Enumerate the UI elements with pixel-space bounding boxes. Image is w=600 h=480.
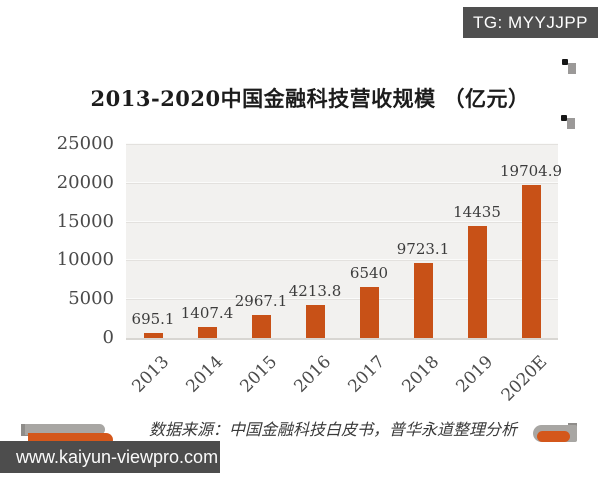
watermark-url-text: www.kaiyun-viewpro.com: [16, 447, 219, 467]
source-note: 数据来源：中国金融科技白皮书，普华永道整理分析: [148, 420, 517, 439]
gridline-20000: [126, 182, 558, 184]
y-tick-label-20000: 20000: [56, 171, 114, 193]
bar-2013: [143, 332, 163, 338]
y-tick-label-15000: 15000: [56, 210, 114, 232]
bar-2016: [305, 305, 325, 338]
bar-value-label-2015: 2967.1: [234, 291, 288, 310]
decor-left-gray-bar: [25, 424, 105, 435]
y-axis: 0 5000 10000 15000 20000 25000: [30, 133, 114, 348]
bar-value-label-2016: 4213.8: [288, 282, 342, 301]
bar-2018: [413, 262, 433, 338]
telegram-badge-label: TG: MYYJJPP: [472, 12, 589, 32]
bullet-mark-bottom-dot: [561, 115, 567, 121]
decor-right-orange-tab: [537, 431, 570, 442]
y-tick-label-10000: 10000: [56, 249, 114, 271]
gridline-10000: [126, 260, 558, 262]
bar-value-label-2019: 14435: [453, 203, 501, 221]
gridline-5000: [126, 299, 558, 301]
plot-area: 695.1 1407.4 2967.1 4213.8 6540 9723.1 14435 19…: [126, 144, 562, 340]
gridline-25000: [126, 144, 558, 145]
bar-2015: [251, 314, 271, 338]
bar-2014: [197, 327, 217, 338]
gridline-15000: [126, 221, 558, 223]
y-tick-label-0: 0: [102, 327, 114, 348]
y-tick-label-25000: 25000: [56, 133, 114, 154]
bullet-mark-top-square: [568, 63, 576, 74]
bar-value-label-2017: 6540: [349, 264, 389, 283]
bar-value-label-2018: 9723.1: [396, 239, 450, 258]
bullet-mark-top-dot: [562, 59, 568, 65]
bar-2017: [359, 287, 379, 338]
bullet-mark-bottom-square: [567, 118, 575, 129]
bar-value-label-2013: 695.1: [131, 309, 175, 328]
telegram-badge: TG: MYYJJPP: [463, 7, 598, 38]
bar-value-label-2020E: 19704.9: [499, 162, 563, 181]
chart-title: 2013-2020中国金融科技营收规模 （亿元）: [90, 86, 530, 111]
watermark-url-bar: www.kaiyun-viewpro.com: [0, 441, 220, 473]
bar-value-label-2014: 1407.4: [180, 304, 234, 323]
bar-2020E: [521, 185, 541, 338]
bar-2019: [467, 226, 487, 338]
y-tick-label-5000: 5000: [68, 288, 114, 310]
x-axis: 2013 2014 2015 2016 2017 2018 2019 2020E: [126, 338, 558, 408]
